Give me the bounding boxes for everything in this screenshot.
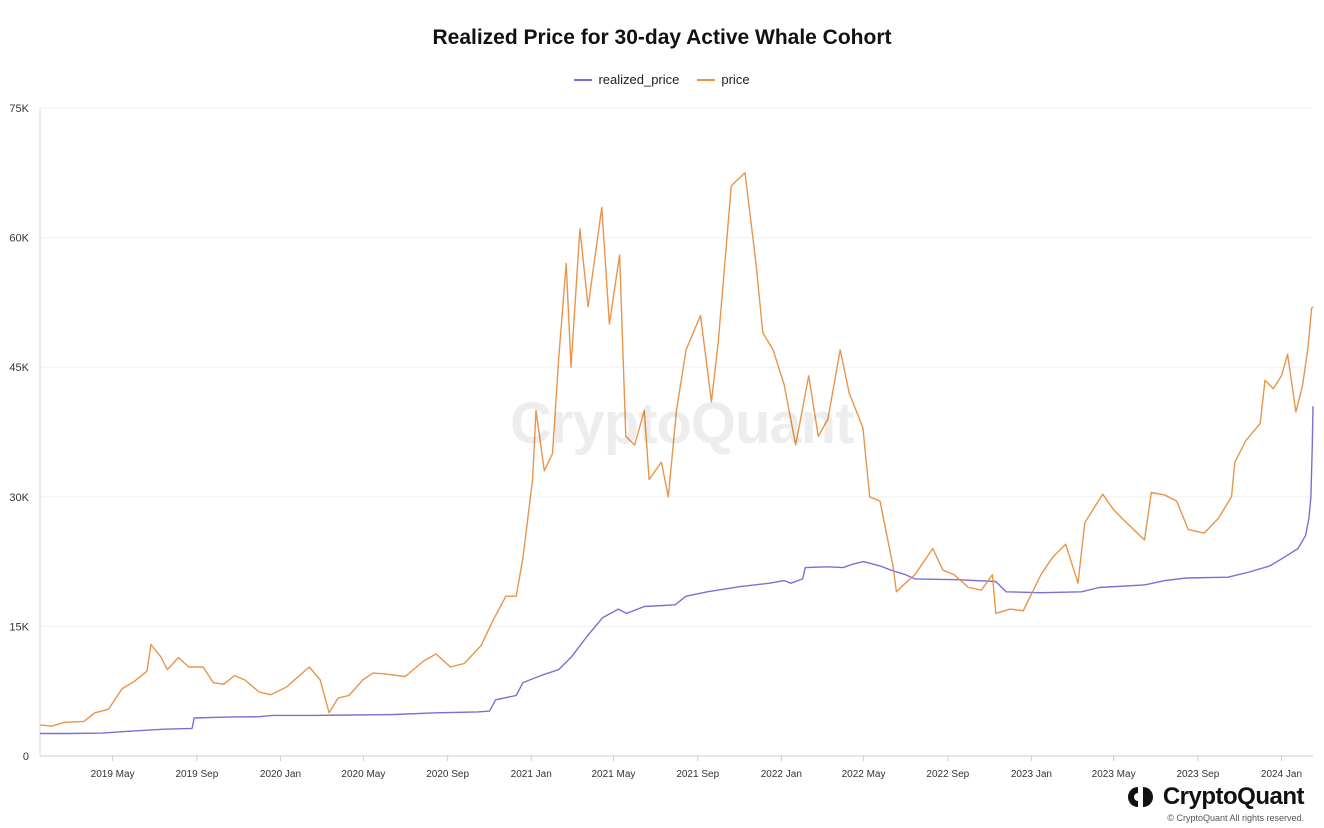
copyright-text: © CryptoQuant All rights reserved.: [1167, 813, 1304, 823]
brand-name: CryptoQuant: [1162, 783, 1305, 810]
legend-label-price: price: [721, 72, 750, 87]
legend-item-realized-price[interactable]: realized_price: [574, 72, 679, 87]
y-tick-label: 60K: [9, 233, 29, 245]
y-tick-label: 75K: [9, 103, 29, 115]
chart-title: Realized Price for 30-day Active Whale C…: [432, 26, 892, 49]
series-lines: [39, 172, 1314, 735]
axes: [39, 108, 1313, 757]
series-line-realized-price: [40, 406, 1314, 735]
legend-swatch-price: [697, 78, 716, 81]
legend-item-price[interactable]: price: [697, 72, 750, 87]
series-line-price: [39, 172, 1314, 727]
x-tick-label: 2023 May: [1092, 769, 1136, 780]
x-tick-label: 2020 May: [341, 769, 385, 780]
brand-logo-block: CryptoQuant: [1127, 783, 1305, 811]
x-tick-label: 2022 Jan: [761, 769, 802, 780]
x-tick-label: 2021 May: [592, 769, 636, 780]
y-tick-label: 45K: [9, 362, 29, 374]
x-tick-label: 2019 Sep: [175, 769, 218, 780]
x-axis-ticks: 2019 May 2019 Sep 2020 Jan 2020 May 2020 Sep…: [91, 756, 1302, 780]
x-tick-label: 2023 Sep: [1176, 769, 1219, 780]
x-tick-label: 2021 Sep: [676, 769, 719, 780]
x-tick-label: 2020 Jan: [260, 769, 301, 780]
legend: realized_price price: [0, 72, 1324, 87]
legend-label-realized-price: realized_price: [598, 72, 680, 87]
y-tick-label: 30K: [9, 492, 29, 504]
legend-swatch-realized-price: [574, 78, 593, 81]
y-tick-label: 0: [23, 751, 29, 763]
x-tick-label: 2022 Sep: [926, 769, 969, 780]
x-tick-label: 2022 May: [842, 769, 886, 780]
x-tick-label: 2019 May: [91, 769, 135, 780]
cryptoquant-logo-icon: [1127, 786, 1155, 808]
y-axis-ticks: 0 15K 30K 45K 60K 75K: [9, 103, 29, 763]
x-tick-label: 2021 Jan: [511, 769, 552, 780]
x-tick-label: 2020 Sep: [426, 769, 469, 780]
watermark: CryptoQuant: [510, 391, 854, 456]
y-tick-label: 15K: [9, 621, 29, 633]
x-tick-label: 2024 Jan: [1261, 769, 1302, 780]
x-tick-label: 2023 Jan: [1011, 769, 1052, 780]
